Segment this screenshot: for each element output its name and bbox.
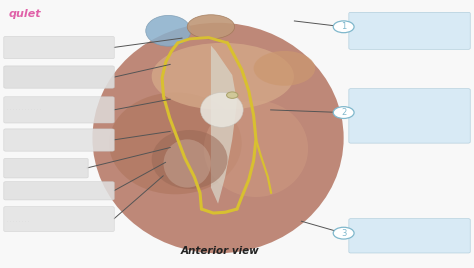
FancyBboxPatch shape — [4, 182, 114, 200]
Ellipse shape — [204, 100, 308, 197]
Ellipse shape — [164, 139, 211, 188]
Circle shape — [333, 107, 354, 118]
FancyBboxPatch shape — [4, 66, 114, 88]
Ellipse shape — [201, 92, 243, 127]
Text: · · · · · · · · · · · ·: · · · · · · · · · · · · — [7, 107, 42, 112]
Ellipse shape — [187, 15, 235, 39]
Ellipse shape — [92, 23, 344, 253]
Text: 1: 1 — [341, 22, 346, 31]
Ellipse shape — [109, 92, 242, 194]
Text: qulet: qulet — [9, 9, 41, 19]
Circle shape — [333, 227, 354, 239]
Circle shape — [227, 92, 238, 98]
Text: 2: 2 — [341, 108, 346, 117]
Polygon shape — [211, 46, 237, 204]
Ellipse shape — [152, 43, 294, 110]
FancyBboxPatch shape — [4, 129, 114, 151]
Text: 3: 3 — [341, 229, 346, 238]
FancyBboxPatch shape — [349, 12, 470, 49]
FancyBboxPatch shape — [349, 219, 470, 253]
FancyBboxPatch shape — [4, 36, 114, 59]
Ellipse shape — [254, 51, 315, 86]
FancyBboxPatch shape — [4, 158, 88, 178]
Ellipse shape — [146, 15, 191, 46]
FancyBboxPatch shape — [4, 207, 114, 232]
Ellipse shape — [152, 130, 228, 189]
Text: Anterior view: Anterior view — [181, 246, 260, 256]
Circle shape — [333, 21, 354, 33]
FancyBboxPatch shape — [4, 97, 114, 123]
FancyBboxPatch shape — [349, 89, 470, 143]
Text: · · · · · · · ·: · · · · · · · · — [7, 219, 29, 224]
